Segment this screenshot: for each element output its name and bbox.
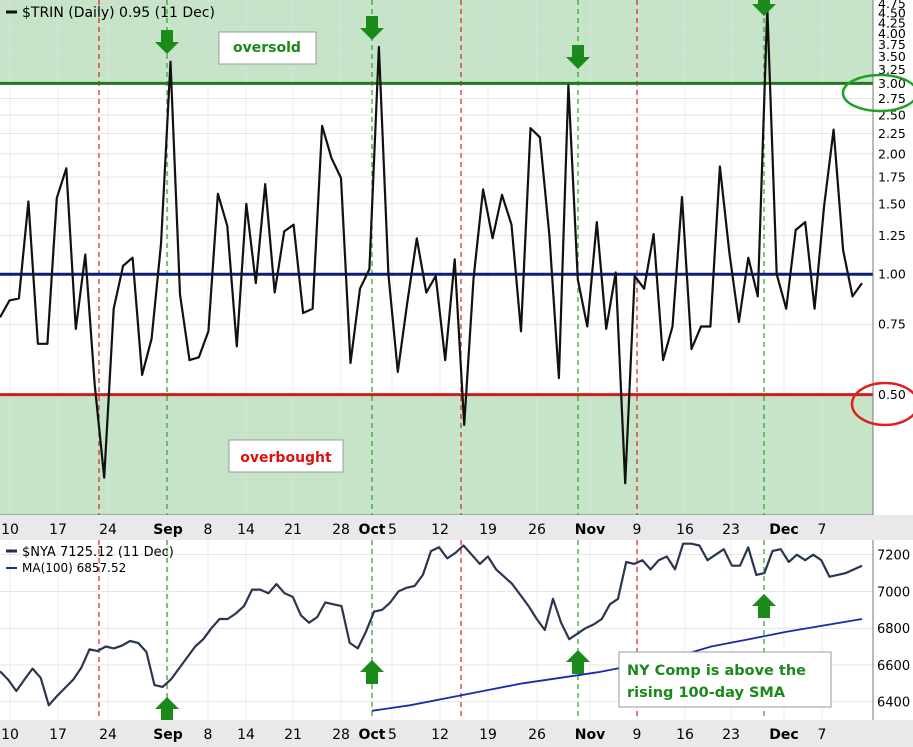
trin-panel: 0.500.751.001.251.501.752.002.252.502.75… [0,0,913,516]
trin-y-tick-label: 2.75 [878,91,906,106]
trin-x-tick-label: 24 [99,522,117,538]
overbought-label-box: overbought [228,439,344,473]
trin-y-tick-label: 3.50 [878,49,906,64]
nya-y-tick-label: 7200 [877,549,910,564]
up-arrow-icon [566,650,590,674]
nya-y-tick-label: 7000 [877,585,910,600]
trin-y-tick-label: 3.25 [878,62,906,77]
nya-y-tick-label: 6600 [877,659,910,674]
trin-x-tick-label: Sep [153,522,183,538]
trin-series-line [0,6,863,485]
trin-y-tick-label: 1.50 [878,196,906,211]
trin-y-tick-label: 4.25 [878,15,906,30]
nya-x-tick-label: 12 [431,727,449,743]
trin-y-tick-label: 0.75 [878,317,906,332]
down-arrow-icon [752,0,776,16]
nya-series-line [0,542,863,707]
overbought-zone [0,394,873,515]
trin-x-tick-label: Oct [359,522,386,538]
nya-x-tick-label: 24 [99,727,117,743]
ma100-series-line [371,618,863,712]
nya-x-tick-label: 23 [722,727,740,743]
nya-x-tick-label: 10 [1,727,19,743]
nya-x-tick-label: 28 [332,727,350,743]
trin-gridlines [0,0,873,515]
up-arrow-icon [360,660,384,684]
nya-x-tick-label: Nov [575,727,605,743]
trin-x-tick-label: 26 [528,522,546,538]
trin-y-tick-label: 1.25 [878,228,906,243]
up-arrow-icon [752,594,776,618]
trin-x-tick-label: 17 [49,522,67,538]
trin-x-tick-label: Nov [575,522,605,538]
down-arrow-icon [360,16,384,40]
nya-x-tick-label: 26 [528,727,546,743]
oversold-label: oversold [233,40,301,56]
trin-x-tick-label: 12 [431,522,449,538]
nycomp-note-box: NY Comp is above the rising 100-day SMA [618,651,832,708]
oversold-label-box: oversold [218,31,317,65]
trin-x-tick-label: 28 [332,522,350,538]
nya-x-tick-label: 21 [284,727,302,743]
trin-y-tick-label: 2.25 [878,126,906,141]
trin-title: $TRIN (Daily) 0.95 (11 Dec) [22,5,215,21]
nya-y-tick-label: 6800 [877,622,910,637]
nya-x-tick-label: 16 [676,727,694,743]
nycomp-note-line2: rising 100-day SMA [627,685,786,701]
up-arrow-icon [155,697,179,721]
nya-event-lines [98,540,765,720]
overbought-label: overbought [240,450,332,466]
trin-y-tick-label: 0.50 [878,387,906,402]
nya-x-tick-label: Dec [769,727,798,743]
trin-y-tick-label: 3.00 [878,76,906,91]
trin-x-tick-label: 8 [204,522,213,538]
nya-y-axis-ticks: 6400 6600 6800 7000 7200 [877,549,910,711]
nycomp-note-line1: NY Comp is above the [627,663,806,679]
trin-y-tick-label: 2.00 [878,146,906,161]
nya-x-axis-band [0,720,913,747]
nya-x-tick-label: 17 [49,727,67,743]
overbought-level-circle [850,381,913,427]
trin-x-tick-label: 5 [388,522,397,538]
trin-x-tick-label: 10 [1,522,19,538]
trin-y-tick-label: 3.75 [878,37,906,52]
nya-y-tick-label: 6400 [877,696,910,711]
trin-y-axis-ticks: 0.500.751.001.251.501.752.002.252.502.75… [878,0,906,402]
trin-x-tick-label: Dec [769,522,798,538]
nya-x-tick-label: Sep [153,727,183,743]
nya-x-tick-label: 5 [388,727,397,743]
trin-x-tick-label: 19 [479,522,497,538]
trin-y-tick-label: 4.00 [878,26,906,41]
trin-y-tick-label: 4.75 [878,0,906,11]
down-arrow-icon [155,30,179,54]
nya-x-tick-label: Oct [359,727,386,743]
trin-x-tick-label: 16 [676,522,694,538]
nya-x-tick-label: 19 [479,727,497,743]
nya-x-tick-label: 7 [818,727,827,743]
ma-legend-label: MA(100) 6857.52 [22,561,126,575]
trin-y-tick-label: 1.75 [878,170,906,185]
trin-down-arrows [155,0,776,69]
down-arrow-icon [566,45,590,69]
nya-panel: 6400 6600 6800 7000 7200 $NYA 7125.12 (11 De… [0,540,910,721]
trin-x-tick-label: 21 [284,522,302,538]
nya-up-arrows [155,594,776,721]
trin-x-tick-label: 23 [722,522,740,538]
nya-x-tick-label: 8 [204,727,213,743]
trin-x-tick-label: 7 [818,522,827,538]
trin-x-tick-label: 9 [633,522,642,538]
nya-legend-label: $NYA 7125.12 (11 Dec) [22,545,174,560]
trin-y-tick-label: 1.00 [878,267,906,282]
oversold-level-circle [841,73,913,113]
nya-x-tick-label: 9 [633,727,642,743]
nya-x-axis-labels: 10 17 24 Sep 8 14 21 28 Oct 5 12 19 26 Nov 9 16 23 Dec 7 [1,727,826,743]
trin-x-tick-label: 14 [237,522,255,538]
trin-y-tick-label: 4.50 [878,6,906,21]
trin-x-axis-band [0,515,913,540]
nya-x-tick-label: 14 [237,727,255,743]
trin-x-axis-labels: 10 17 24 Sep 8 14 21 28 Oct 5 12 19 26 Nov 9 16 23 Dec 7 [1,522,826,538]
